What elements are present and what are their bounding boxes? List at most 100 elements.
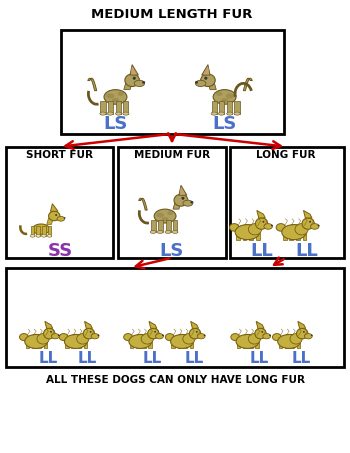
Text: MEDIUM LENGTH FUR: MEDIUM LENGTH FUR [91, 8, 253, 21]
Bar [123, 101, 128, 114]
Bar [42, 226, 46, 236]
Polygon shape [243, 78, 252, 91]
Ellipse shape [124, 333, 132, 341]
Bar [136, 342, 139, 348]
Bar [255, 342, 259, 348]
Ellipse shape [196, 331, 198, 333]
Bar [243, 342, 246, 348]
Bar [44, 342, 48, 348]
Ellipse shape [104, 90, 127, 104]
Text: LL: LL [142, 352, 162, 366]
Bar [31, 226, 34, 236]
Ellipse shape [59, 333, 68, 341]
Polygon shape [208, 82, 216, 90]
Ellipse shape [231, 333, 239, 341]
Ellipse shape [30, 234, 35, 237]
Ellipse shape [148, 328, 159, 339]
Text: LS: LS [160, 242, 184, 260]
Bar [173, 220, 177, 232]
Bar [84, 342, 87, 348]
Text: SHORT FUR: SHORT FUR [26, 149, 93, 159]
Ellipse shape [156, 212, 164, 217]
Text: ALL THESE DOGS CAN ONLY HAVE LONG FUR: ALL THESE DOGS CAN ONLY HAVE LONG FUR [46, 375, 304, 385]
Text: LL: LL [291, 352, 310, 366]
Polygon shape [130, 65, 138, 75]
Polygon shape [88, 78, 97, 91]
Bar [236, 232, 240, 240]
Bar [48, 226, 51, 236]
Ellipse shape [255, 328, 266, 339]
Ellipse shape [77, 333, 89, 344]
Ellipse shape [236, 334, 259, 348]
Bar [65, 342, 69, 348]
Ellipse shape [83, 328, 94, 339]
Ellipse shape [150, 231, 156, 233]
Bar [177, 342, 181, 348]
Ellipse shape [167, 211, 173, 215]
Ellipse shape [230, 224, 239, 231]
Bar [234, 101, 240, 114]
Bar [219, 101, 224, 114]
Text: LL: LL [295, 242, 318, 260]
Ellipse shape [195, 81, 198, 83]
Ellipse shape [47, 234, 52, 237]
Polygon shape [131, 67, 136, 74]
Ellipse shape [263, 333, 271, 339]
Ellipse shape [303, 331, 305, 333]
Text: SS: SS [47, 242, 72, 260]
Ellipse shape [50, 331, 52, 333]
Polygon shape [256, 321, 264, 328]
Ellipse shape [197, 333, 205, 339]
Bar [249, 232, 253, 240]
Ellipse shape [112, 98, 119, 102]
Ellipse shape [290, 333, 302, 344]
Ellipse shape [213, 90, 236, 104]
Ellipse shape [227, 112, 233, 115]
Bar [279, 342, 282, 348]
Bar [212, 101, 217, 114]
Ellipse shape [141, 333, 153, 344]
Polygon shape [124, 82, 132, 90]
Bar [285, 342, 288, 348]
Bar [61, 29, 284, 134]
Text: LL: LL [250, 352, 269, 366]
Bar [148, 342, 152, 348]
Bar [249, 342, 253, 348]
Ellipse shape [204, 77, 207, 79]
Ellipse shape [248, 333, 260, 344]
Bar [291, 342, 294, 348]
Ellipse shape [154, 331, 156, 333]
Bar [118, 147, 226, 258]
Bar [227, 101, 232, 114]
Ellipse shape [218, 112, 225, 115]
Ellipse shape [256, 218, 268, 229]
Text: LS: LS [103, 115, 128, 133]
Ellipse shape [226, 93, 234, 98]
Ellipse shape [262, 221, 264, 223]
Ellipse shape [234, 112, 240, 115]
Ellipse shape [304, 333, 312, 339]
Text: MEDIUM FUR: MEDIUM FUR [134, 149, 210, 159]
Bar [100, 101, 106, 114]
Ellipse shape [116, 112, 122, 115]
Bar [158, 220, 163, 232]
Bar [142, 342, 146, 348]
Text: LL: LL [38, 352, 58, 366]
Polygon shape [47, 218, 53, 225]
Ellipse shape [165, 231, 171, 233]
Bar [116, 101, 121, 114]
Ellipse shape [123, 112, 129, 115]
Ellipse shape [211, 112, 217, 115]
Bar [6, 268, 344, 367]
Ellipse shape [311, 335, 313, 336]
Bar [6, 147, 113, 258]
Bar [38, 342, 41, 348]
Ellipse shape [264, 224, 272, 229]
Ellipse shape [317, 225, 320, 226]
Ellipse shape [106, 93, 114, 98]
Ellipse shape [55, 214, 57, 216]
Ellipse shape [248, 224, 261, 235]
Ellipse shape [33, 224, 50, 234]
Ellipse shape [42, 234, 46, 237]
Ellipse shape [51, 333, 59, 339]
